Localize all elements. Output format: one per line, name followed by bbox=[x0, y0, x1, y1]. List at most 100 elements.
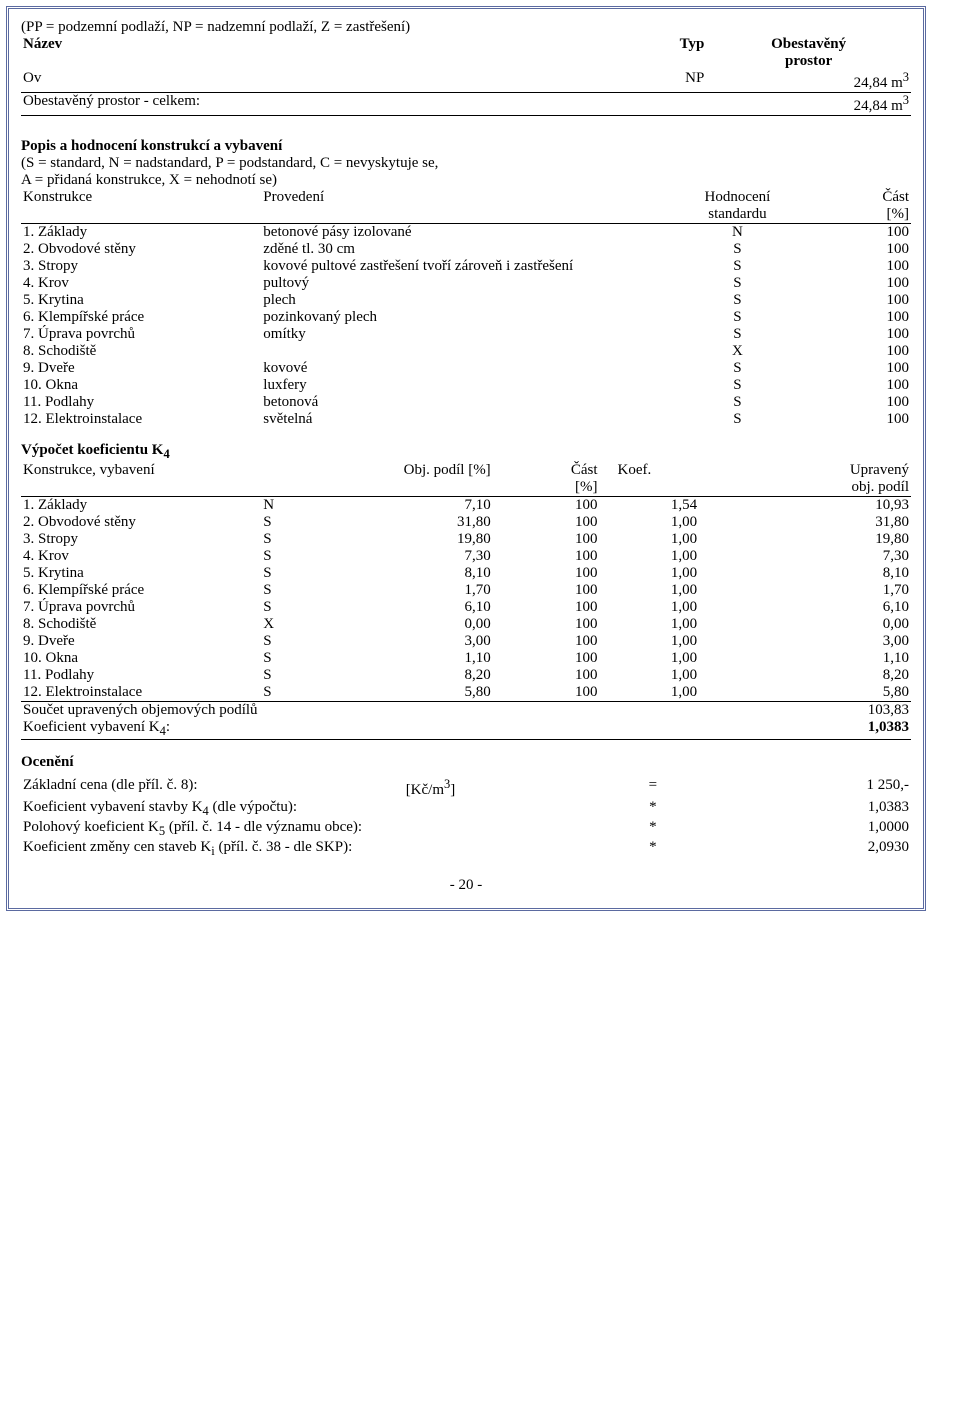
header-row-type: NP bbox=[519, 70, 706, 93]
s2-sum2-value: 1,0383 bbox=[715, 719, 911, 740]
s2-std: S bbox=[261, 633, 314, 650]
table-row: 8. SchodištěX100 bbox=[21, 343, 911, 360]
s1-desc: pultový bbox=[261, 275, 670, 292]
s3-value: 1,0000 bbox=[706, 819, 911, 839]
s2-koef: 1,00 bbox=[599, 582, 715, 599]
s1-part: 100 bbox=[804, 326, 911, 343]
s2-koef: 1,00 bbox=[599, 616, 715, 633]
s1-part: 100 bbox=[804, 275, 911, 292]
floor-legend: (PP = podzemní podlaží, NP = nadzemní po… bbox=[21, 19, 911, 36]
header-col-volume: Obestavěnýprostor bbox=[706, 36, 911, 70]
s1-desc: betonová bbox=[261, 394, 670, 411]
s2-std: S bbox=[261, 548, 314, 565]
s2-koef: 1,00 bbox=[599, 650, 715, 667]
s2-obj: 1,70 bbox=[315, 582, 493, 599]
header-sum-label: Obestavěný prostor - celkem: bbox=[21, 93, 706, 116]
s2-upr: 19,80 bbox=[715, 531, 911, 548]
s2-h4: Koef. bbox=[599, 462, 715, 497]
header-col-type: Typ bbox=[519, 36, 706, 70]
s1-part: 100 bbox=[804, 309, 911, 326]
s2-koef: 1,00 bbox=[599, 531, 715, 548]
table-row: 8. SchodištěX0,001001,000,00 bbox=[21, 616, 911, 633]
s3-op: * bbox=[599, 799, 706, 819]
s1-desc: pozinkovaný plech bbox=[261, 309, 670, 326]
section1-table: Konstrukce Provedení Hodnocenístandardu … bbox=[21, 189, 911, 428]
s1-rating: S bbox=[671, 411, 805, 428]
s2-upr: 1,10 bbox=[715, 650, 911, 667]
s1-desc bbox=[261, 343, 670, 360]
s1-h3: Hodnocenístandardu bbox=[671, 189, 805, 224]
s2-h5: Upravenýobj. podíl bbox=[715, 462, 911, 497]
s2-upr: 1,70 bbox=[715, 582, 911, 599]
s1-h4: Část[%] bbox=[804, 189, 911, 224]
s1-h1: Konstrukce bbox=[21, 189, 261, 224]
s2-std: N bbox=[261, 497, 314, 515]
s2-koef: 1,00 bbox=[599, 667, 715, 684]
s3-op: * bbox=[599, 819, 706, 839]
s1-desc: plech bbox=[261, 292, 670, 309]
s2-name: 3. Stropy bbox=[21, 531, 261, 548]
s2-upr: 0,00 bbox=[715, 616, 911, 633]
s1-rating: S bbox=[671, 258, 805, 275]
table-row: 10. OknaS1,101001,001,10 bbox=[21, 650, 911, 667]
table-row: 1. ZákladyN7,101001,5410,93 bbox=[21, 497, 911, 515]
s1-part: 100 bbox=[804, 360, 911, 377]
s2-name: 11. Podlahy bbox=[21, 667, 261, 684]
section3-title: Ocenění bbox=[21, 754, 911, 771]
s1-name: 7. Úprava povrchů bbox=[21, 326, 261, 343]
s1-name: 9. Dveře bbox=[21, 360, 261, 377]
s2-part: 100 bbox=[493, 531, 600, 548]
s1-part: 100 bbox=[804, 292, 911, 309]
table-row: 3. StropyS19,801001,0019,80 bbox=[21, 531, 911, 548]
s1-part: 100 bbox=[804, 224, 911, 242]
s2-h2: Obj. podíl [%] bbox=[315, 462, 493, 497]
table-row: Koeficient změny cen staveb Ki (příl. č.… bbox=[21, 839, 911, 859]
s2-name: 6. Klempířské práce bbox=[21, 582, 261, 599]
s2-name: 8. Schodiště bbox=[21, 616, 261, 633]
table-row: 3. Stropykovové pultové zastřešení tvoří… bbox=[21, 258, 911, 275]
s1-desc: kovové pultové zastřešení tvoří zároveň … bbox=[261, 258, 670, 275]
s1-name: 2. Obvodové stěny bbox=[21, 241, 261, 258]
s2-h1: Konstrukce, vybavení bbox=[21, 462, 315, 497]
s3-value: 1 250,- bbox=[706, 777, 911, 799]
s1-desc: betonové pásy izolované bbox=[261, 224, 670, 242]
s1-rating: S bbox=[671, 377, 805, 394]
s2-koef: 1,00 bbox=[599, 565, 715, 582]
s1-name: 10. Okna bbox=[21, 377, 261, 394]
s2-name: 5. Krytina bbox=[21, 565, 261, 582]
table-row: 4. KrovpultovýS100 bbox=[21, 275, 911, 292]
s1-part: 100 bbox=[804, 258, 911, 275]
section2-table: Konstrukce, vybavení Obj. podíl [%] Část… bbox=[21, 462, 911, 740]
s2-obj: 8,10 bbox=[315, 565, 493, 582]
section3-table: Základní cena (dle příl. č. 8):[Kč/m3]=1… bbox=[21, 777, 911, 859]
s1-desc: zděné tl. 30 cm bbox=[261, 241, 670, 258]
table-row: 4. KrovS7,301001,007,30 bbox=[21, 548, 911, 565]
s1-rating: N bbox=[671, 224, 805, 242]
s2-std: X bbox=[261, 616, 314, 633]
s2-name: 2. Obvodové stěny bbox=[21, 514, 261, 531]
s2-name: 9. Dveře bbox=[21, 633, 261, 650]
s1-name: 4. Krov bbox=[21, 275, 261, 292]
s2-part: 100 bbox=[493, 565, 600, 582]
s2-std: S bbox=[261, 582, 314, 599]
section1-note-line2: A = přidaná konstrukce, X = nehodnotí se… bbox=[21, 172, 911, 189]
table-row: 1. Základybetonové pásy izolovanéN100 bbox=[21, 224, 911, 242]
s2-name: 7. Úprava povrchů bbox=[21, 599, 261, 616]
s2-name: 10. Okna bbox=[21, 650, 261, 667]
s1-name: 3. Stropy bbox=[21, 258, 261, 275]
s2-upr: 7,30 bbox=[715, 548, 911, 565]
s2-name: 4. Krov bbox=[21, 548, 261, 565]
s2-obj: 19,80 bbox=[315, 531, 493, 548]
table-row: Polohový koeficient K5 (příl. č. 14 - dl… bbox=[21, 819, 911, 839]
header-row-name: Ov bbox=[21, 70, 519, 93]
s2-koef: 1,54 bbox=[599, 497, 715, 515]
s3-value: 1,0383 bbox=[706, 799, 911, 819]
s1-part: 100 bbox=[804, 411, 911, 428]
s1-rating: S bbox=[671, 241, 805, 258]
page-number: - 20 - bbox=[21, 877, 911, 894]
s1-rating: S bbox=[671, 360, 805, 377]
s1-rating: S bbox=[671, 292, 805, 309]
s2-std: S bbox=[261, 650, 314, 667]
section1-note-line1: (S = standard, N = nadstandard, P = pods… bbox=[21, 155, 911, 172]
s1-desc: luxfery bbox=[261, 377, 670, 394]
